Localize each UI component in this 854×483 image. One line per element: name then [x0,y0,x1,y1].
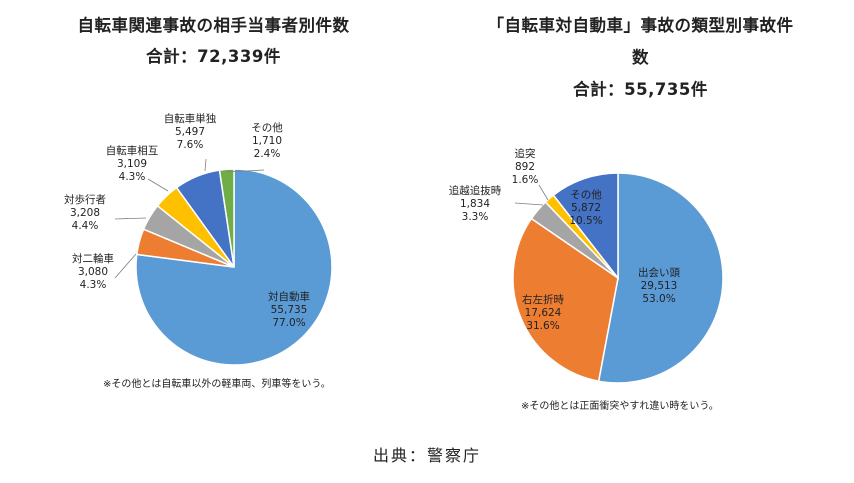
slice-label: 対歩行者 3,208 4.4% [64,193,106,232]
leader-line [114,253,137,279]
source-credit: 出典：警察庁 [372,446,481,465]
pie-chart-right: 出会い頭 29,513 53.0% 右左折時 17,624 31.6% 追越追抜時 1,834… [449,147,724,384]
chart-left: 自転車関連事故の相手当事者別件数 合計：72,339件 対自動車 55,735 77… [64,16,350,390]
slice-label: 追突 892 1.6% [512,147,539,186]
chart-note: ※その他とは正面衝突やすれ違い時をいう。 [521,401,719,412]
pie-slice [218,168,235,268]
pie-slice [597,172,724,384]
slice-label: 右左折時 17,624 31.6% [522,293,564,332]
leader-line [538,184,549,201]
chart-right: 「自転車対自動車」事故の類型別事故件 数 合計：55,735件 出会い頭 29,5… [427,0,854,483]
chart-title-line: 数 [632,48,649,67]
leader-line [114,217,147,220]
leader-line [514,202,544,206]
leader-line [204,158,207,172]
leader-line [147,178,169,192]
slice-label: 自転車単独 5,497 7.6% [164,112,217,151]
chart-title-line: 自転車関連事故の相手当事者別件数 [77,16,350,35]
leader-line [226,169,265,173]
slice-label: 対二輪車 3,080 4.3% [72,252,114,291]
slice-label: 対自動車 55,735 77.0% [268,290,310,329]
pie-slice [552,172,619,281]
slice-label: 自転車相互 3,109 4.3% [106,144,159,183]
slice-label: 出会い頭 29,513 53.0% [638,266,680,305]
slice-label: 追越追抜時 1,834 3.3% [449,184,502,223]
pie-chart-left: 対自動車 55,735 77.0% 対二輪車 3,080 4.3% 対歩行者 3,208 4.4… [64,112,333,366]
chart-total-line: 合計：55,735件 [573,80,708,99]
chart-title-line: 「自転車対自動車」事故の類型別事故件 [487,16,794,35]
chart-total-line: 合計：72,339件 [146,47,281,66]
slice-label: その他 5,872 10.5% [569,188,602,227]
slice-label: その他 1,710 2.4% [251,121,283,160]
pie-slice [512,217,619,383]
chart-note: ※その他とは自転車以外の軽車両、列車等をいう。 [103,379,331,390]
